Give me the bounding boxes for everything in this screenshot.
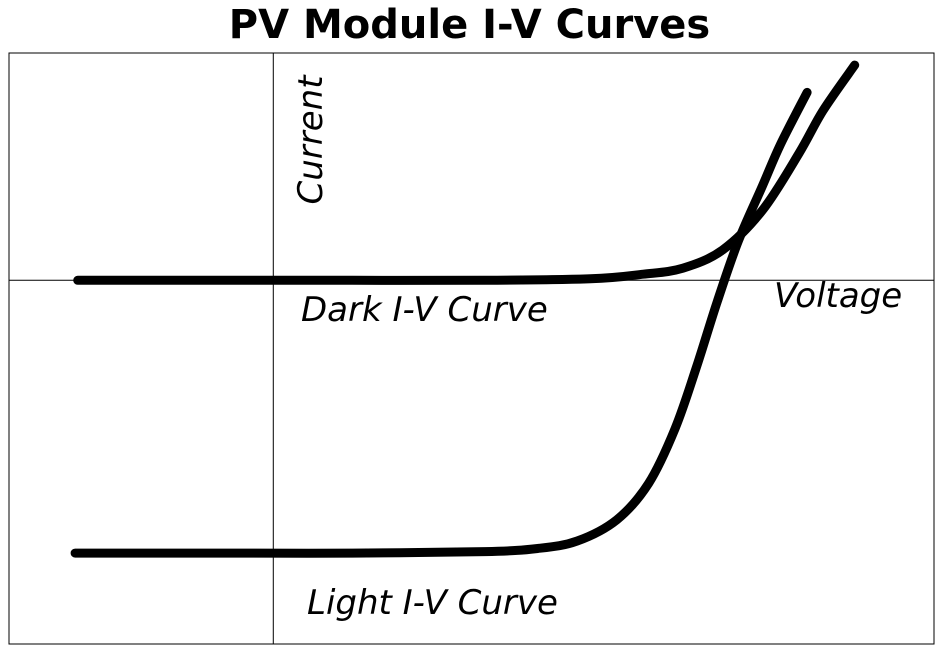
series-layer xyxy=(70,60,860,558)
light-iv-curve-line xyxy=(70,87,812,558)
plot-frame xyxy=(8,52,935,645)
y-axis-label: Current xyxy=(291,74,331,205)
x-axis-label: Voltage xyxy=(774,276,902,316)
light-curve-label: Light I-V Curve xyxy=(307,583,558,623)
dark-curve-label: Dark I-V Curve xyxy=(301,290,548,330)
dark-iv-curve-line xyxy=(73,60,860,285)
chart-title: PV Module I-V Curves xyxy=(228,2,711,48)
